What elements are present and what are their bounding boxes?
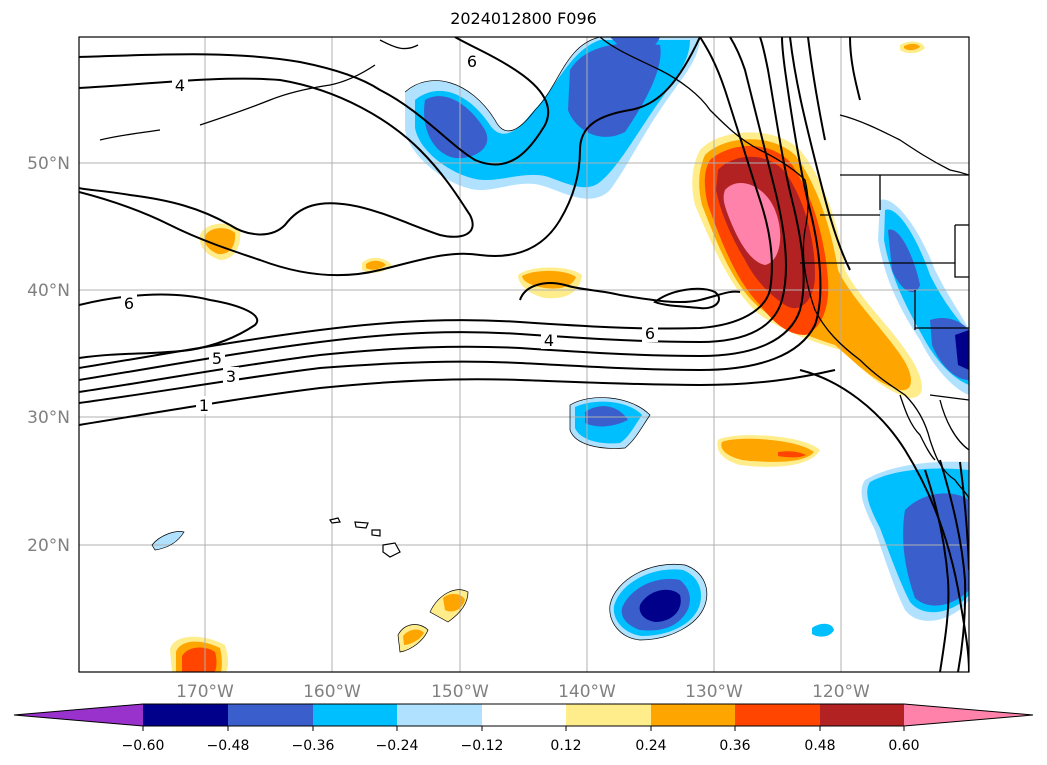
lon-label: 160°W — [303, 682, 361, 702]
lat-label: 40°N — [27, 281, 70, 301]
colorbar-segment — [566, 704, 651, 726]
colorbar-segment — [313, 704, 397, 726]
lon-label: 140°W — [558, 682, 616, 702]
colorbar-tick-label: 0.36 — [719, 738, 750, 754]
anomaly-fill-layer — [152, 37, 969, 672]
colorbar-segment — [735, 704, 820, 726]
contour-label: 6 — [124, 294, 134, 313]
contour-label: 5 — [212, 349, 222, 368]
lat-label: 50°N — [27, 154, 70, 174]
colorbar-tick-label: 0.60 — [888, 738, 919, 754]
map-plot-area: 6 4 6 5 3 1 4 6 — [79, 37, 969, 672]
colorbar-segment — [482, 704, 566, 726]
colorbar-tick-label: 0.24 — [635, 738, 666, 754]
colorbar-extend-high — [904, 704, 1033, 726]
colorbar-extend-low — [14, 704, 143, 726]
lat-label: 30°N — [27, 408, 70, 428]
colorbar-segment — [397, 704, 482, 726]
colorbar-tick-label: 0.12 — [550, 738, 581, 754]
map-title: 2024012800 F096 — [450, 9, 597, 28]
contour-labels: 6 4 6 5 3 1 4 6 — [121, 52, 658, 415]
contour-label: 6 — [645, 324, 655, 343]
lat-label: 20°N — [27, 536, 70, 556]
contour-label: 1 — [199, 396, 209, 415]
lon-label: 150°W — [431, 682, 489, 702]
lon-label: 120°W — [812, 682, 870, 702]
colorbar-segment — [651, 704, 735, 726]
contour-label: 6 — [467, 52, 477, 71]
map-frame — [78, 36, 970, 673]
latitude-labels: 50°N 40°N 30°N 20°N — [27, 154, 70, 556]
colorbar-segment — [820, 704, 904, 726]
contour-label: 4 — [544, 331, 554, 350]
colorbar-segment — [228, 704, 313, 726]
colorbar-tick-label: −0.60 — [122, 738, 165, 754]
colorbar-tick-label: −0.48 — [207, 738, 250, 754]
colorbar-segment — [143, 704, 228, 726]
coastlines — [99, 37, 969, 501]
contour-label: 4 — [175, 76, 185, 95]
hawaii-islands — [329, 517, 401, 558]
contour-label: 3 — [226, 367, 236, 386]
colorbar: −0.60 −0.48 −0.36 −0.24 −0.12 0.12 0.24 … — [13, 703, 1034, 754]
height-contours — [79, 37, 969, 672]
lon-label: 170°W — [176, 682, 234, 702]
longitude-labels: 170°W 160°W 150°W 140°W 130°W 120°W — [176, 682, 870, 702]
colorbar-tick-label: −0.24 — [376, 738, 419, 754]
colorbar-tick-label: −0.36 — [292, 738, 335, 754]
colorbar-tick-label: 0.48 — [804, 738, 835, 754]
colorbar-tick-label: −0.12 — [461, 738, 504, 754]
lon-label: 130°W — [685, 682, 743, 702]
